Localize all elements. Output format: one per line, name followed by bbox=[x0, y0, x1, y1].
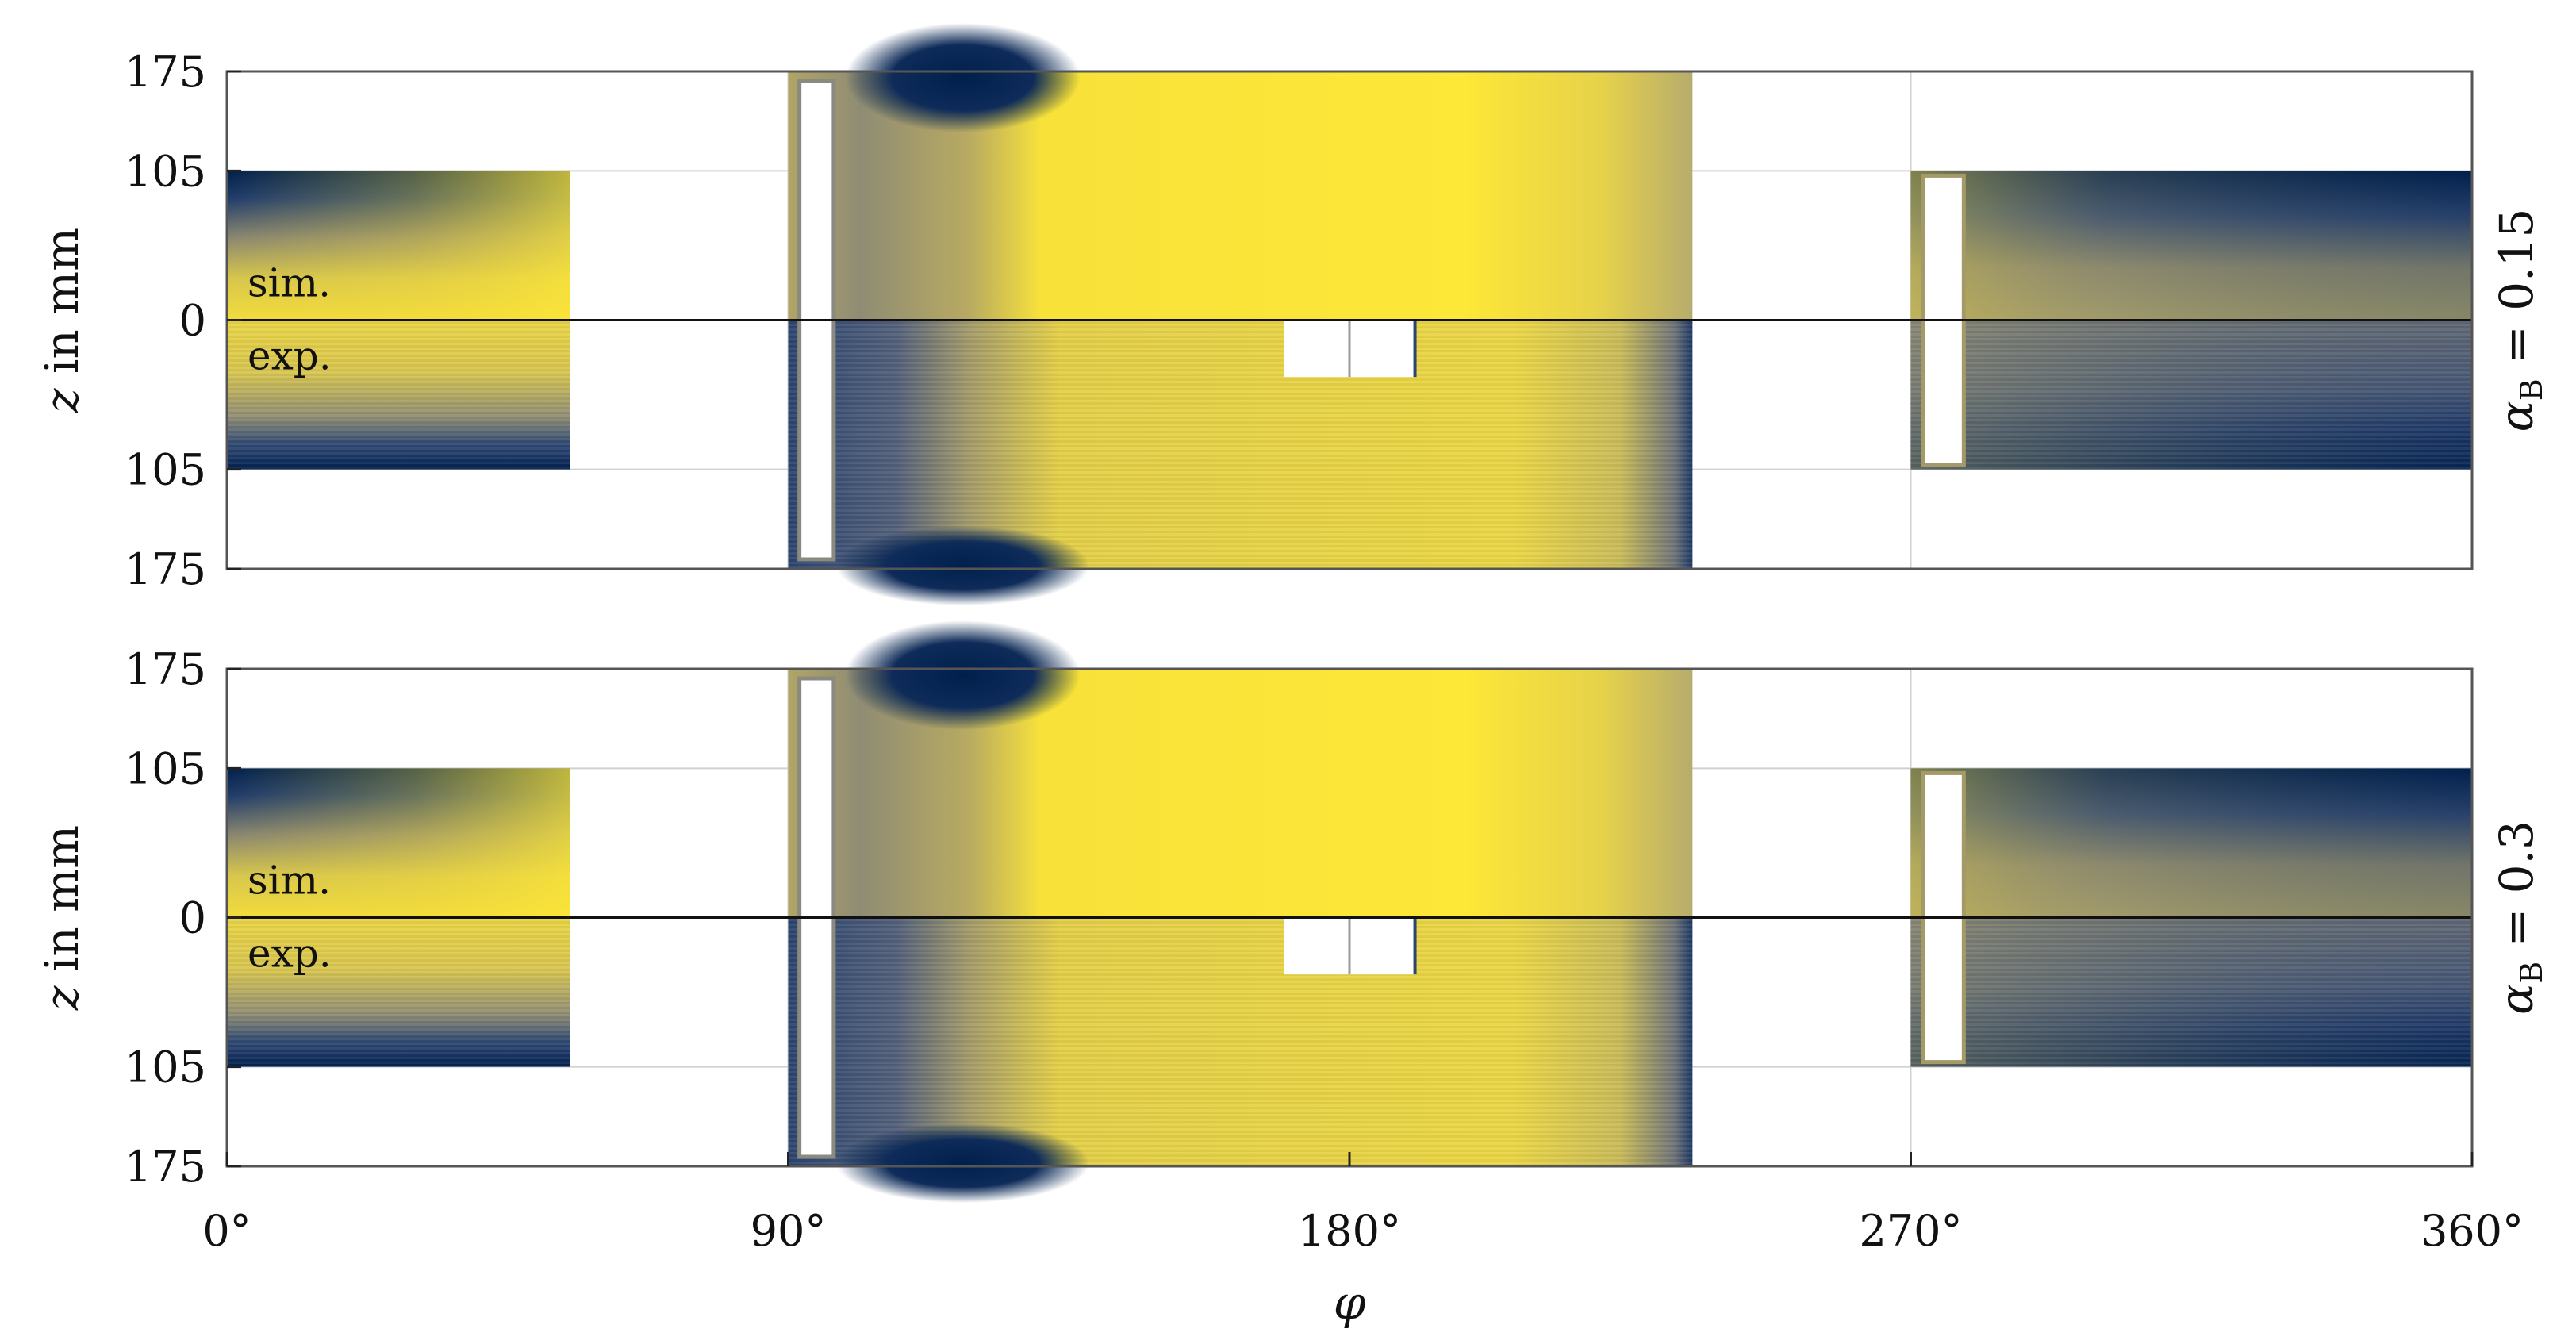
param-symbol: α bbox=[2490, 401, 2543, 432]
panel-2: 175 105 0 105 175 sim. exp. z in mm αB = 0.3 bbox=[35, 620, 2549, 1204]
y-tick-label: 105 bbox=[125, 1043, 206, 1092]
heatmap-section-3 bbox=[1910, 171, 2472, 470]
y-tick-label: 0 bbox=[179, 296, 206, 346]
param-value: = 0.15 bbox=[2490, 209, 2543, 379]
y-tick-label: 175 bbox=[125, 1142, 206, 1192]
y-axis-label: z in mm bbox=[35, 825, 89, 1011]
sim-field-overlay bbox=[227, 768, 570, 918]
heatmap-section-1 bbox=[227, 171, 570, 470]
panel-1: 175 105 0 105 175 sim. exp. z in mm αB = 0.15 bbox=[35, 23, 2549, 606]
y-tick-label: 175 bbox=[125, 644, 206, 694]
y-tick-label: 105 bbox=[125, 445, 206, 495]
exp-streaks bbox=[1910, 917, 2472, 1067]
y-axis-label-rest: in mm bbox=[35, 825, 89, 986]
y-tick-label: 175 bbox=[125, 47, 206, 97]
exp-dark-region bbox=[836, 525, 1090, 606]
param-symbol: α bbox=[2490, 984, 2543, 1015]
y-axis-label: z in mm bbox=[35, 228, 89, 413]
panel-parameter-label: αB = 0.3 bbox=[2490, 820, 2549, 1015]
y-axis-label-rest: in mm bbox=[35, 228, 89, 389]
sim-field-overlay bbox=[1910, 171, 2472, 321]
y-tick-label: 105 bbox=[125, 146, 206, 196]
exp-streaks bbox=[227, 320, 570, 470]
param-subscript: B bbox=[2514, 962, 2549, 984]
exp-dark-region bbox=[836, 1123, 1090, 1204]
sim-field-overlay bbox=[1910, 768, 2472, 918]
y-tick-label: 175 bbox=[125, 544, 206, 594]
x-tick-label: 0° bbox=[202, 1206, 251, 1256]
sim-label: sim. bbox=[248, 260, 331, 306]
heatmap-section-2 bbox=[788, 23, 1693, 606]
heatmap-section-2 bbox=[788, 620, 1693, 1204]
y-axis-label-var: z bbox=[35, 388, 89, 413]
exp-label: exp. bbox=[248, 333, 332, 379]
sim-dark-region bbox=[845, 23, 1081, 132]
x-tick-label: 270° bbox=[1859, 1206, 1962, 1256]
y-tick-label: 105 bbox=[125, 743, 206, 793]
y-tick-label: 0 bbox=[179, 893, 206, 943]
x-tick-label: 90° bbox=[751, 1206, 827, 1256]
sim-label: sim. bbox=[248, 858, 331, 904]
heatmap-section-1 bbox=[227, 768, 570, 1067]
exp-streaks bbox=[227, 917, 570, 1067]
exp-streaks bbox=[1910, 320, 2472, 470]
y-axis-label-var: z bbox=[35, 985, 89, 1011]
param-subscript: B bbox=[2514, 378, 2549, 401]
heatmap-section-3 bbox=[1910, 768, 2472, 1067]
x-tick-label: 360° bbox=[2421, 1206, 2524, 1256]
param-value: = 0.3 bbox=[2490, 820, 2543, 962]
x-axis-label: φ bbox=[1334, 1276, 1366, 1330]
sim-dark-region bbox=[845, 620, 1081, 730]
panel-parameter-label: αB = 0.15 bbox=[2490, 209, 2549, 432]
exp-label: exp. bbox=[248, 931, 332, 977]
x-tick-label: 180° bbox=[1298, 1206, 1401, 1256]
sim-field-overlay bbox=[227, 171, 570, 321]
